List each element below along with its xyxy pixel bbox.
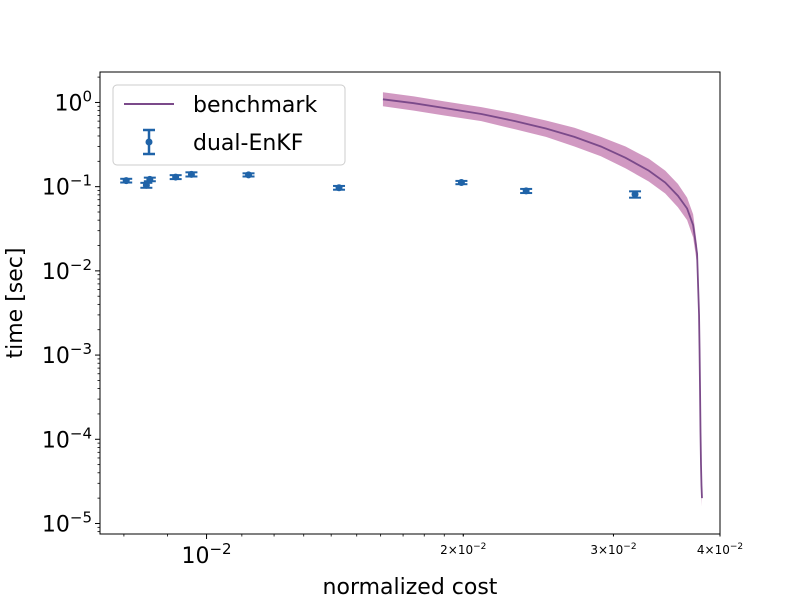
y-axis-label: time [sec] [3,248,28,359]
dual-enkf-marker [142,181,150,189]
plot-layer [120,92,703,507]
x-tick-label: 4×10−2 [697,542,743,557]
dual-enkf-marker [146,175,154,183]
y-tick-label: 10−5 [42,508,92,537]
dual-enkf-point [333,184,346,192]
x-axis-label: normalized cost [323,575,498,600]
legend: benchmark dual-EnKF [112,84,346,166]
dual-enkf-marker [172,173,180,181]
legend-benchmark-label: benchmark [193,93,317,118]
x-tick-label: 3×10−2 [590,542,636,557]
plot-frame [99,71,721,535]
x-tick-label: 2×10−2 [440,542,486,557]
dual-enkf-marker [631,190,639,198]
dual-enkf-marker [457,179,465,187]
dual-enkf-marker [522,187,530,195]
y-tick-label: 100 [54,87,92,116]
benchmark-line [382,98,703,499]
dual-enkf-point [143,175,156,183]
dual-enkf-point [242,171,255,179]
dual-enkf-point [185,170,198,178]
y-tick-label: 10−4 [42,424,92,453]
dual-enkf-point [629,190,642,199]
dual-enkf-point [120,177,133,185]
legend-dual-enkf-label: dual-EnKF [193,131,303,156]
dual-enkf-marker [335,184,343,192]
legend-marker [145,138,153,146]
benchmark-band [382,92,702,507]
x-tick-label: 10−2 [181,540,231,569]
y-tick-label: 10−3 [42,340,92,369]
dual-enkf-marker [122,177,130,185]
axes-layer: 100 10−1 10−2 10−3 10−4 10−5 10−2 2×10−2 3×10−2 4… [42,71,743,569]
dual-enkf-point [455,179,468,187]
legend-dual-enkf-swatch [143,128,155,156]
y-tick-label: 10−2 [42,256,92,285]
dual-enkf-point [169,173,182,181]
dual-enkf-marker [245,171,253,179]
y-tick-label: 10−1 [42,172,92,201]
dual-enkf-point [520,187,533,195]
dual-enkf-marker [187,170,195,178]
